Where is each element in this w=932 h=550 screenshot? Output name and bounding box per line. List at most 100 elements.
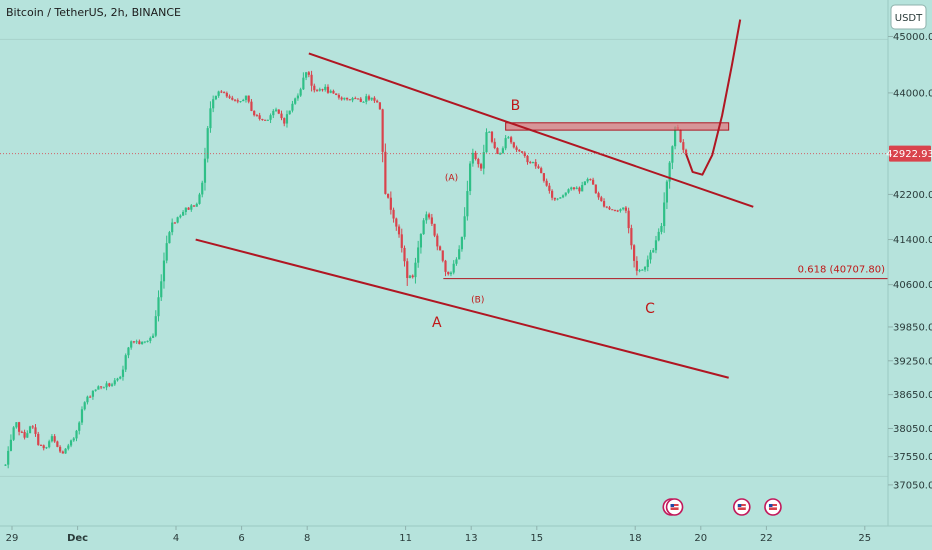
candle-up	[671, 146, 674, 163]
candle-down	[42, 445, 45, 449]
candle-down	[682, 142, 685, 150]
candle-down	[261, 118, 264, 120]
y-tick-label: 37550.00	[893, 452, 932, 463]
candle-up	[151, 335, 155, 338]
candle-up	[12, 427, 15, 440]
candle-down	[34, 427, 37, 434]
candle-up	[162, 260, 166, 282]
candle-down	[321, 89, 324, 91]
candle-down	[132, 341, 136, 343]
candle-up	[176, 217, 179, 223]
candle-up	[324, 86, 327, 90]
candle-up	[45, 447, 48, 449]
candle-up	[274, 109, 278, 111]
candle-down	[18, 422, 21, 432]
candle-down	[376, 100, 379, 103]
x-tick-label: 29	[6, 533, 19, 544]
candle-up	[198, 194, 201, 204]
candle-down	[392, 209, 395, 219]
currency-button[interactable]: USDT	[890, 4, 927, 30]
candle-down	[280, 113, 283, 119]
candle-down	[479, 164, 483, 169]
candle-down	[633, 245, 636, 261]
candle-up	[657, 231, 660, 241]
currency-label: USDT	[895, 13, 923, 24]
candle-up	[299, 89, 302, 96]
candle-down	[545, 180, 548, 186]
candle-up	[668, 162, 671, 182]
candle-down	[403, 247, 406, 262]
last-price-label: 42922.93	[886, 149, 932, 160]
candle-down	[39, 444, 43, 446]
candle-down	[340, 97, 343, 100]
candle-up	[362, 101, 365, 103]
candle-down	[307, 72, 310, 75]
candle-up	[504, 138, 507, 149]
candle-down	[496, 148, 499, 154]
candle-up	[646, 259, 649, 268]
candle-up	[154, 316, 157, 336]
candle-down	[493, 141, 496, 149]
candle-down	[387, 193, 390, 198]
event-flag-stripe	[768, 506, 777, 508]
x-tick-label: 8	[304, 533, 310, 544]
candle-down	[313, 85, 316, 91]
candle-down	[326, 86, 330, 93]
candle-down	[548, 185, 551, 191]
candle-down	[406, 261, 409, 278]
candle-up	[214, 95, 218, 100]
candle-up	[64, 448, 67, 454]
event-flag-icon	[732, 498, 751, 516]
candle-up	[665, 181, 669, 203]
candle-down	[395, 218, 398, 227]
candle-up	[119, 376, 122, 379]
candle-up	[206, 128, 209, 159]
candle-down	[89, 396, 92, 398]
candle-down	[250, 101, 253, 111]
y-tick-label: 39250.00	[893, 356, 932, 367]
candle-up	[121, 369, 125, 377]
candle-up	[586, 179, 589, 182]
candle-down	[510, 137, 513, 143]
candle-up	[203, 158, 207, 183]
x-tick-label: 13	[465, 533, 478, 544]
candle-up	[463, 216, 466, 237]
candle-up	[570, 187, 573, 190]
candle-down	[551, 190, 554, 198]
candle-up	[239, 101, 242, 103]
candle-up	[209, 108, 212, 129]
candle-up	[78, 422, 81, 431]
y-tick-label: 44000.00	[893, 88, 932, 99]
candle-up	[449, 272, 453, 275]
candle-up	[171, 222, 174, 233]
candle-up	[488, 131, 491, 133]
price-axis[interactable]: 37050.00 37550.00 38050.00 38650.00 39250.00…	[886, 32, 932, 491]
candle-up	[143, 341, 146, 343]
candle-up	[86, 396, 89, 403]
candle-up	[556, 198, 559, 200]
candle-up	[417, 247, 420, 263]
candle-down	[441, 250, 444, 261]
candle-down	[630, 228, 633, 246]
candle-down	[542, 173, 546, 181]
candle-up	[414, 262, 417, 278]
candle-down	[381, 109, 384, 152]
candle-up	[149, 337, 152, 341]
candle-up	[272, 110, 275, 116]
candle-down	[332, 90, 335, 94]
candle-up	[422, 220, 425, 235]
candle-down	[490, 131, 494, 142]
time-axis[interactable]: 29 Dec 4 6 8 11 13 15 18 20 22 25	[6, 526, 872, 544]
candle-up	[305, 72, 308, 78]
candle-down	[258, 115, 261, 119]
projection-curve	[685, 19, 742, 176]
event-flag-canton	[737, 504, 742, 507]
x-tick-label: 15	[530, 533, 543, 544]
candle-down	[337, 95, 341, 98]
last-price-badge	[889, 145, 931, 162]
candle-up	[471, 152, 474, 164]
candle-up	[343, 97, 346, 100]
drawings-layer: 0.618 (40707.80) B (A) (B) A C	[0, 19, 888, 516]
event-flag-canton	[670, 504, 675, 507]
